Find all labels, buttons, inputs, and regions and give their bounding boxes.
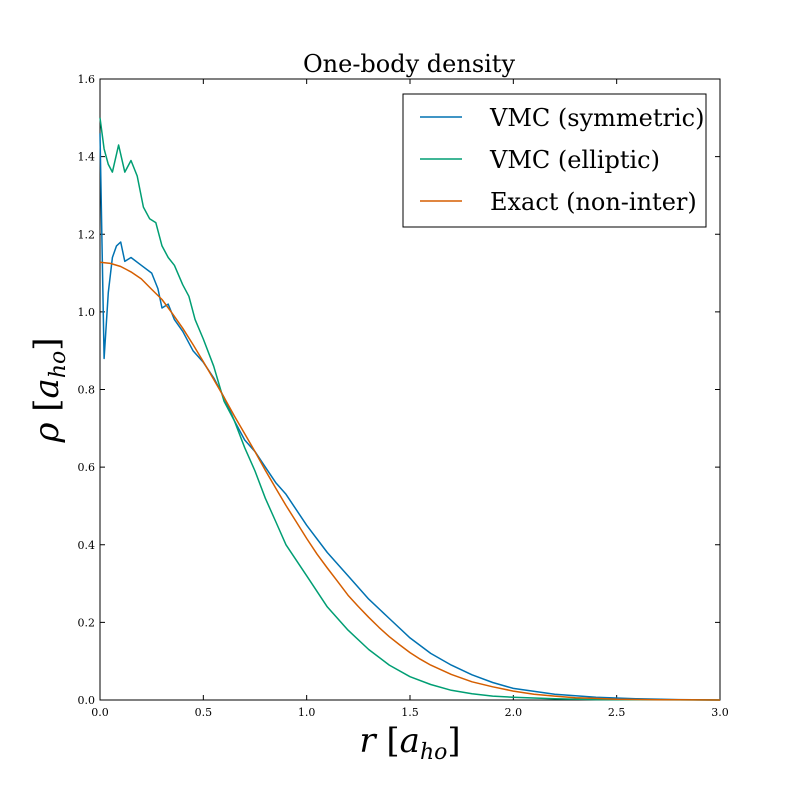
series-line-1 <box>99 133 721 701</box>
x-axis-label: r [aho] <box>359 721 460 765</box>
y-axis: 0.0 0.2 0.4 0.6 0.8 1.0 1.2 1.4 1.6 <box>78 73 720 707</box>
y-tick-label: 0.0 <box>78 694 96 707</box>
legend-label-3: Exact (non-inter) <box>490 188 697 216</box>
legend-label-2: VMC (elliptic) <box>489 146 660 174</box>
y-tick-label: 1.6 <box>78 73 96 86</box>
axis-label-bracket-open: [ <box>27 398 67 411</box>
chart-title: One-body density <box>303 50 515 78</box>
axis-label-unit-subscript: ho <box>420 740 447 765</box>
axis-label-variable: ρ <box>27 412 67 444</box>
y-tick-label: 1.0 <box>78 306 96 319</box>
x-axis: 0.0 0.5 1.0 1.5 2.0 2.5 3.0 <box>91 79 729 719</box>
y-tick-label: 0.2 <box>78 616 96 629</box>
y-tick-label: 0.4 <box>78 539 96 552</box>
axis-label-unit-subscript: ho <box>46 351 71 378</box>
y-tick-label: 1.4 <box>78 151 96 164</box>
axis-label-bracket-close: ] <box>447 721 460 761</box>
y-tick-label: 1.2 <box>78 228 96 241</box>
axis-label-unit: a <box>400 721 420 761</box>
axis-label-bracket-open: [ <box>386 721 399 761</box>
series-lines <box>99 117 721 701</box>
x-tick-label: 2.5 <box>608 706 626 719</box>
y-axis-label: ρ [aho] <box>27 337 71 443</box>
x-tick-label: 3.0 <box>711 706 729 719</box>
x-tick-label: 1.5 <box>401 706 419 719</box>
x-tick-label: 2.0 <box>505 706 523 719</box>
x-tick-label: 1.0 <box>298 706 316 719</box>
y-tick-label: 0.8 <box>78 384 96 397</box>
axis-label-unit: a <box>27 378 67 398</box>
y-tick-label: 0.6 <box>78 461 96 474</box>
legend-label-1: VMC (symmetric) <box>489 104 704 132</box>
legend: VMC (symmetric) VMC (elliptic) Exact (non-… <box>402 93 707 228</box>
axis-label-variable: r <box>359 721 386 761</box>
x-tick-label: 0.0 <box>91 706 109 719</box>
series-line-3 <box>99 261 721 701</box>
plot-area: 0.0 0.5 1.0 1.5 2.0 2.5 3.0 0.0 0.2 0.4 0.6 0.8 1.0… <box>78 73 729 719</box>
x-tick-label: 0.5 <box>195 706 213 719</box>
series-line-2 <box>99 117 721 701</box>
axis-label-bracket-close: ] <box>27 337 67 350</box>
legend-box <box>402 93 707 228</box>
